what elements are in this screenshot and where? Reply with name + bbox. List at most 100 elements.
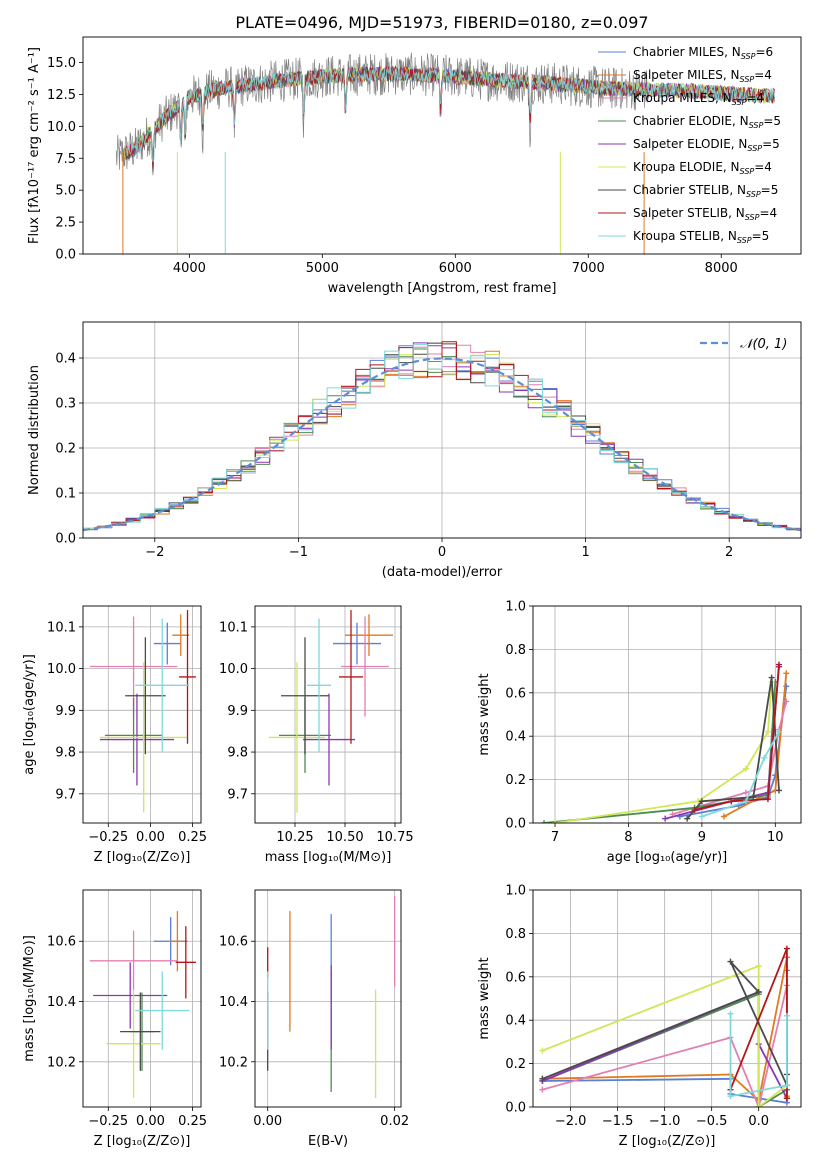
x-tick-label: 8000 bbox=[705, 261, 738, 276]
x-axis-label: mass [log₁₀(M/M⊙)] bbox=[265, 850, 392, 865]
x-tick-label: 10.25 bbox=[276, 830, 313, 845]
x-axis-label: Z [log₁₀(Z/Z⊙)] bbox=[94, 850, 191, 865]
x-tick-label: 10.75 bbox=[376, 830, 413, 845]
x-axis-label: age [log₁₀(age/yr)] bbox=[607, 850, 728, 865]
x-tick-label: 2 bbox=[725, 545, 733, 560]
plot-area bbox=[83, 890, 201, 1107]
weight-marker-MILES_Kroupa bbox=[539, 1086, 546, 1093]
weight-marker-ELODIE_Kroupa bbox=[755, 1104, 762, 1107]
panel-age_vs_Z: −0.25 0.00 0.25 9.7 9.8 9.9 10.0 10.1 Z [log₁₀(Z… bbox=[22, 605, 207, 865]
y-axis-label: age [log₁₀(age/yr)] bbox=[22, 654, 37, 775]
y-axis-label: Flux [fλ10⁻¹⁷ erg cm⁻² s⁻¹ A⁻¹] bbox=[27, 47, 42, 244]
axes-frame bbox=[254, 889, 402, 1108]
x-tick-label: −2.0 bbox=[555, 1114, 587, 1129]
panel-spectrum: 4000 5000 6000 7000 8000 0.0 2.5 5.0 7.5 10.0 12.5… bbox=[27, 36, 802, 296]
model-line-STELIB_Kroupa bbox=[126, 65, 775, 162]
panel-age_vs_mass: 10.25 10.50 10.75 9.7 9.8 9.9 10.0 10.1 mass [lo… bbox=[219, 605, 414, 865]
weight-marker-MILES_Kroupa bbox=[783, 698, 790, 705]
legend-entry: 𝒩(0, 1) bbox=[740, 337, 787, 352]
plot-area bbox=[255, 890, 401, 1107]
weight-marker-STELIB_Chabrier bbox=[750, 793, 757, 800]
weight-line-MILES_Kroupa bbox=[542, 985, 788, 1107]
y-tick-label: 10.4 bbox=[219, 995, 248, 1010]
x-tick-label: 0.0 bbox=[748, 1114, 769, 1129]
weight-marker-STELIB_Salpeter bbox=[728, 798, 735, 805]
x-axis-label: E(B-V) bbox=[308, 1134, 348, 1149]
y-tick-label: 1.0 bbox=[505, 884, 526, 899]
legend-entry: Chabrier STELIB, NSSP=5 bbox=[633, 183, 778, 199]
weight-marker-STELIB_Kroupa bbox=[727, 1093, 734, 1100]
y-tick-label: 10.2 bbox=[219, 1055, 248, 1070]
y-tick-label: 15.0 bbox=[47, 56, 76, 71]
legend-entry: Chabrier ELODIE, NSSP=5 bbox=[633, 114, 781, 130]
x-tick-label: 7000 bbox=[572, 261, 605, 276]
y-tick-label: 0.6 bbox=[505, 970, 526, 985]
y-tick-label: 0.0 bbox=[505, 1101, 526, 1116]
y-tick-label: 0.8 bbox=[505, 927, 526, 942]
weight-marker-STELIB_Salpeter bbox=[764, 796, 771, 803]
plot-area bbox=[115, 52, 775, 254]
axes-frame bbox=[254, 605, 402, 824]
histogram-STELIB_Kroupa bbox=[83, 344, 801, 530]
panel-mass_vs_ebv: 0.00 0.02 10.2 10.4 10.6 E(B-V) bbox=[219, 889, 409, 1149]
axes-frame bbox=[82, 36, 802, 255]
y-tick-label: 9.9 bbox=[55, 704, 76, 719]
weight-marker-STELIB_Chabrier bbox=[684, 815, 691, 822]
y-tick-label: 10.0 bbox=[219, 662, 248, 677]
weight-line-ELODIE_Chabrier bbox=[543, 681, 777, 823]
x-tick-label: 10 bbox=[767, 830, 784, 845]
y-tick-label: 0.0 bbox=[55, 248, 76, 263]
y-tick-label: 0.4 bbox=[55, 352, 76, 367]
y-tick-label: 0.0 bbox=[505, 817, 526, 832]
y-tick-label: 0.2 bbox=[505, 1057, 526, 1072]
y-tick-label: 0.6 bbox=[505, 686, 526, 701]
x-axis-label: Z [log₁₀(Z/Z⊙)] bbox=[619, 1134, 716, 1149]
weight-line-ELODIE_Kroupa bbox=[542, 964, 788, 1107]
axes-frame bbox=[532, 605, 802, 824]
y-tick-label: 10.2 bbox=[47, 1055, 76, 1070]
x-tick-label: 6000 bbox=[439, 261, 472, 276]
weight-marker-STELIB_Kroupa bbox=[698, 813, 705, 820]
y-tick-label: 0.2 bbox=[55, 442, 76, 457]
y-tick-label: 10.6 bbox=[47, 935, 76, 950]
panel-residuals: −2 −1 0 1 2 0.0 0.1 0.2 0.3 0.4 (data-model)/error… bbox=[27, 321, 802, 580]
y-tick-label: 0.4 bbox=[505, 730, 526, 745]
weight-line-STELIB_Kroupa bbox=[701, 731, 780, 818]
x-tick-label: −2 bbox=[145, 545, 164, 560]
plot-area bbox=[83, 322, 801, 538]
normal-curve bbox=[83, 357, 801, 532]
axes-frame bbox=[82, 321, 802, 539]
weight-marker-ELODIE_Kroupa bbox=[552, 820, 559, 823]
x-axis-label: Z [log₁₀(Z/Z⊙)] bbox=[94, 1134, 191, 1149]
legend-entry: Salpeter ELODIE, NSSP=5 bbox=[633, 137, 780, 153]
weight-line-STELIB_Kroupa bbox=[729, 1013, 788, 1098]
x-tick-label: 0.25 bbox=[178, 1114, 207, 1129]
plot-area bbox=[255, 606, 401, 823]
weight-marker-STELIB_Salpeter bbox=[691, 806, 698, 813]
x-tick-label: −1.5 bbox=[602, 1114, 634, 1129]
y-tick-label: 7.5 bbox=[55, 152, 76, 167]
y-axis-label: mass weight bbox=[477, 673, 492, 755]
y-tick-label: 9.9 bbox=[227, 704, 248, 719]
x-tick-label: 0.00 bbox=[136, 830, 165, 845]
weight-line-ELODIE_Kroupa bbox=[554, 681, 773, 823]
y-tick-label: 10.0 bbox=[47, 662, 76, 677]
y-axis-label: Normed distribution bbox=[27, 365, 42, 495]
weight-marker-STELIB_Kroupa bbox=[761, 754, 768, 761]
x-tick-label: 7 bbox=[551, 830, 559, 845]
panel-weight_vs_age: 7 8 9 10 0.0 0.2 0.4 0.6 0.8 1.0 age [log₁₀(age/yr… bbox=[477, 600, 802, 865]
legend-entry: Kroupa STELIB, NSSP=5 bbox=[633, 229, 769, 245]
weight-marker-ELODIE_Kroupa bbox=[755, 962, 762, 969]
y-tick-label: 12.5 bbox=[47, 88, 76, 103]
y-tick-label: 0.2 bbox=[505, 773, 526, 788]
y-tick-label: 0.0 bbox=[55, 532, 76, 547]
y-tick-label: 9.8 bbox=[55, 746, 76, 761]
weight-marker-STELIB_Kroupa bbox=[783, 1082, 790, 1089]
y-axis-label: mass weight bbox=[477, 957, 492, 1039]
plot-area bbox=[533, 606, 801, 823]
legend-entry: Chabrier MILES, NSSP=6 bbox=[633, 45, 773, 61]
panel-mass_vs_Z: −0.25 0.00 0.25 10.2 10.4 10.6 Z [log₁₀(Z/Z⊙)]… bbox=[22, 889, 207, 1149]
y-tick-label: 10.4 bbox=[47, 995, 76, 1010]
y-tick-label: 0.1 bbox=[55, 487, 76, 502]
y-tick-label: 10.1 bbox=[219, 620, 248, 635]
